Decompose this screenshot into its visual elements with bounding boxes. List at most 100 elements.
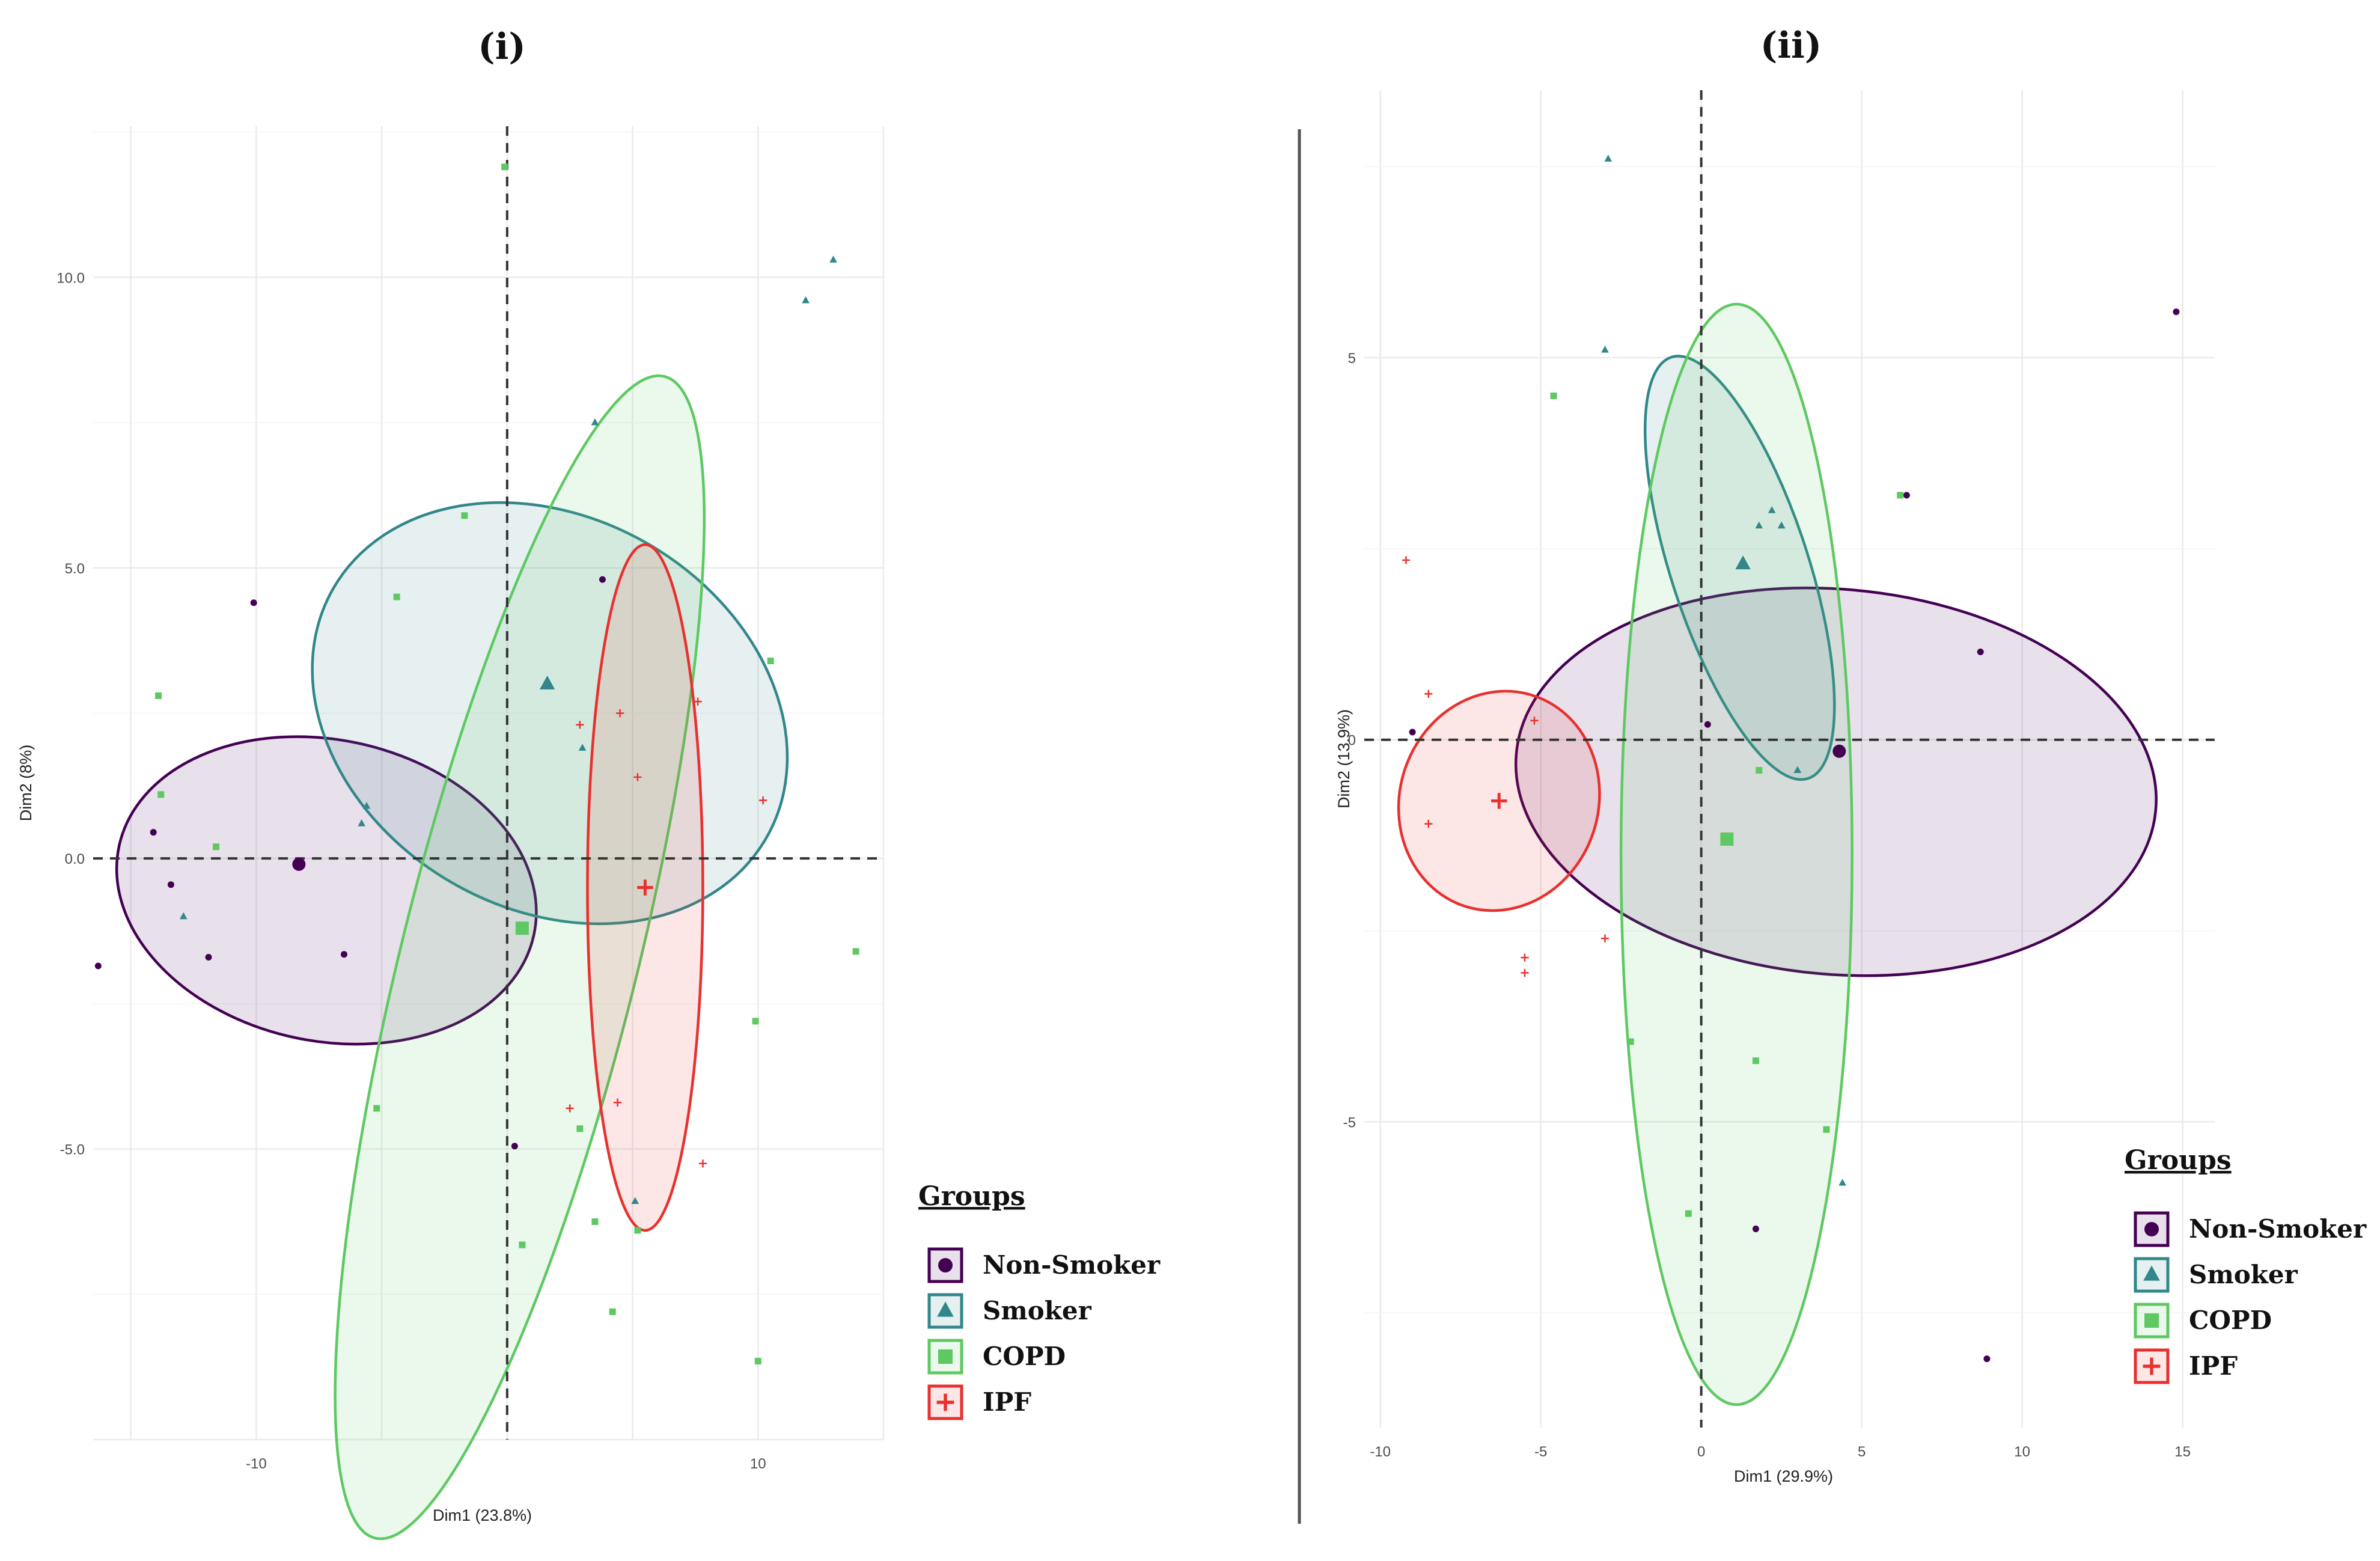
legend-marker — [936, 1393, 954, 1411]
x-tick-label: 10 — [750, 1456, 766, 1472]
series-smoker — [179, 255, 837, 1205]
data-point — [205, 954, 212, 961]
series-smoker — [1601, 154, 1846, 1186]
x-tick-label: 0 — [1697, 1444, 1705, 1460]
data-point — [501, 163, 508, 171]
data-point — [1752, 1057, 1759, 1065]
data-point — [1838, 1178, 1846, 1186]
series-non-smoker — [1409, 308, 2180, 1363]
data-point — [250, 599, 257, 606]
data-point — [1704, 721, 1711, 728]
data-point — [393, 593, 400, 600]
data-point — [591, 418, 599, 426]
data-point — [613, 1098, 622, 1107]
confidence-ellipses — [1397, 302, 2158, 1407]
series-ipf — [566, 697, 767, 1168]
centroid-point — [1832, 744, 1846, 758]
data-point — [155, 692, 162, 699]
centroid-point — [539, 675, 555, 689]
centroid-point — [637, 879, 653, 896]
series-copd — [155, 163, 859, 1364]
x-tick-label: 10 — [2014, 1444, 2030, 1460]
data-point — [519, 1241, 526, 1248]
legend-label: Non-Smoker — [983, 1250, 1161, 1280]
data-point — [1601, 346, 1609, 353]
panel-title: (ii) — [1760, 25, 1822, 67]
y-tick-label: 10.0 — [56, 270, 85, 286]
legend-swatch — [927, 1247, 963, 1283]
data-point — [1627, 1038, 1634, 1045]
legend-key — [2134, 1257, 2170, 1293]
data-point — [802, 296, 810, 304]
data-point — [1793, 766, 1802, 773]
legend-marker — [938, 1349, 953, 1364]
ellipse-copd — [334, 374, 706, 1541]
data-point — [633, 773, 642, 781]
data-point — [167, 881, 174, 888]
x-axis-label: Dim1 (23.8%) — [433, 1506, 532, 1524]
data-point — [1424, 689, 1433, 698]
data-point — [1752, 1225, 1759, 1232]
panel-title: (i) — [478, 26, 526, 68]
data-point — [566, 1104, 574, 1113]
data-point — [829, 255, 837, 263]
data-point — [1756, 767, 1763, 774]
data-point — [94, 962, 102, 970]
legend-key — [927, 1384, 963, 1420]
data-point — [767, 657, 774, 664]
data-point — [1897, 492, 1904, 499]
legend-key — [2134, 1211, 2170, 1247]
legend-label: COPD — [2189, 1306, 2272, 1335]
data-point — [1521, 968, 1529, 977]
data-point — [1768, 506, 1776, 513]
centroid-point — [1735, 555, 1751, 570]
data-point — [694, 697, 702, 706]
ellipse-copd — [1619, 302, 1854, 1407]
legend-key — [927, 1339, 963, 1375]
data-point — [609, 1308, 616, 1315]
legend-title: Groups — [2125, 1145, 2232, 1176]
legend-marker — [937, 1301, 954, 1317]
legend-key — [2134, 1348, 2170, 1384]
data-point — [2173, 308, 2180, 316]
data-point — [1755, 521, 1763, 529]
legend-marker — [2143, 1265, 2160, 1281]
legend-marker — [2144, 1313, 2159, 1328]
confidence-ellipses — [115, 374, 789, 1541]
y-tick-label: -5.0 — [60, 1142, 85, 1158]
data-point — [179, 912, 188, 920]
data-point — [461, 512, 468, 519]
legend-marker — [938, 1258, 953, 1272]
legend-label: IPF — [2189, 1351, 2238, 1381]
centroid-point — [292, 857, 306, 871]
data-point — [1685, 1210, 1692, 1217]
x-tick-label: 5 — [1858, 1444, 1866, 1460]
centroid-point — [1720, 832, 1734, 846]
y-axis-label: Dim2 (8%) — [17, 745, 35, 822]
ellipse-non-smoker — [1514, 586, 2158, 977]
data-point — [759, 796, 767, 805]
series-ipf — [1402, 556, 1610, 977]
legend-label: Non-Smoker — [2189, 1214, 2367, 1244]
data-point — [1521, 953, 1529, 962]
data-point — [358, 819, 366, 826]
data-point — [578, 744, 587, 751]
data-point — [213, 843, 220, 851]
data-point — [576, 1125, 584, 1132]
panel-1: -10 10 10.0 5.0 0.0 -5.0 Dim1 (23.8%) Dim2 (8%)… — [17, 26, 1161, 1541]
legend-marker — [2144, 1222, 2159, 1236]
data-point — [616, 709, 624, 718]
data-point — [1550, 393, 1557, 400]
data-point — [631, 1197, 639, 1205]
x-tick-label: -10 — [1370, 1444, 1391, 1460]
legend-swatch — [2134, 1303, 2170, 1339]
x-tick-label: -10 — [246, 1456, 267, 1472]
data-point — [150, 829, 157, 836]
data-point — [698, 1159, 707, 1168]
y-tick-label: 0 — [1348, 733, 1356, 749]
data-point — [1424, 819, 1433, 828]
centroid-point — [1491, 793, 1507, 809]
data-point — [591, 1218, 599, 1225]
data-point — [362, 802, 371, 809]
